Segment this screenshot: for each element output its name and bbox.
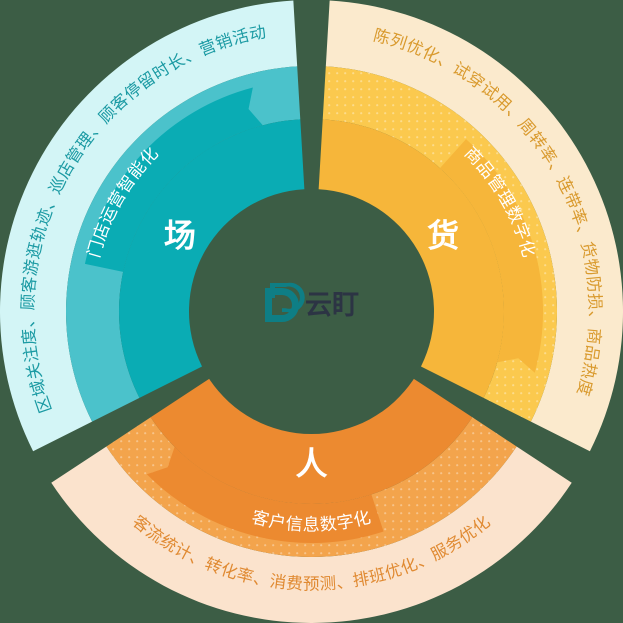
svg-text:云盯: 云盯 (305, 290, 359, 320)
svg-text:人: 人 (295, 446, 327, 482)
svg-text:场: 场 (164, 218, 196, 254)
svg-text:货: 货 (427, 218, 459, 254)
